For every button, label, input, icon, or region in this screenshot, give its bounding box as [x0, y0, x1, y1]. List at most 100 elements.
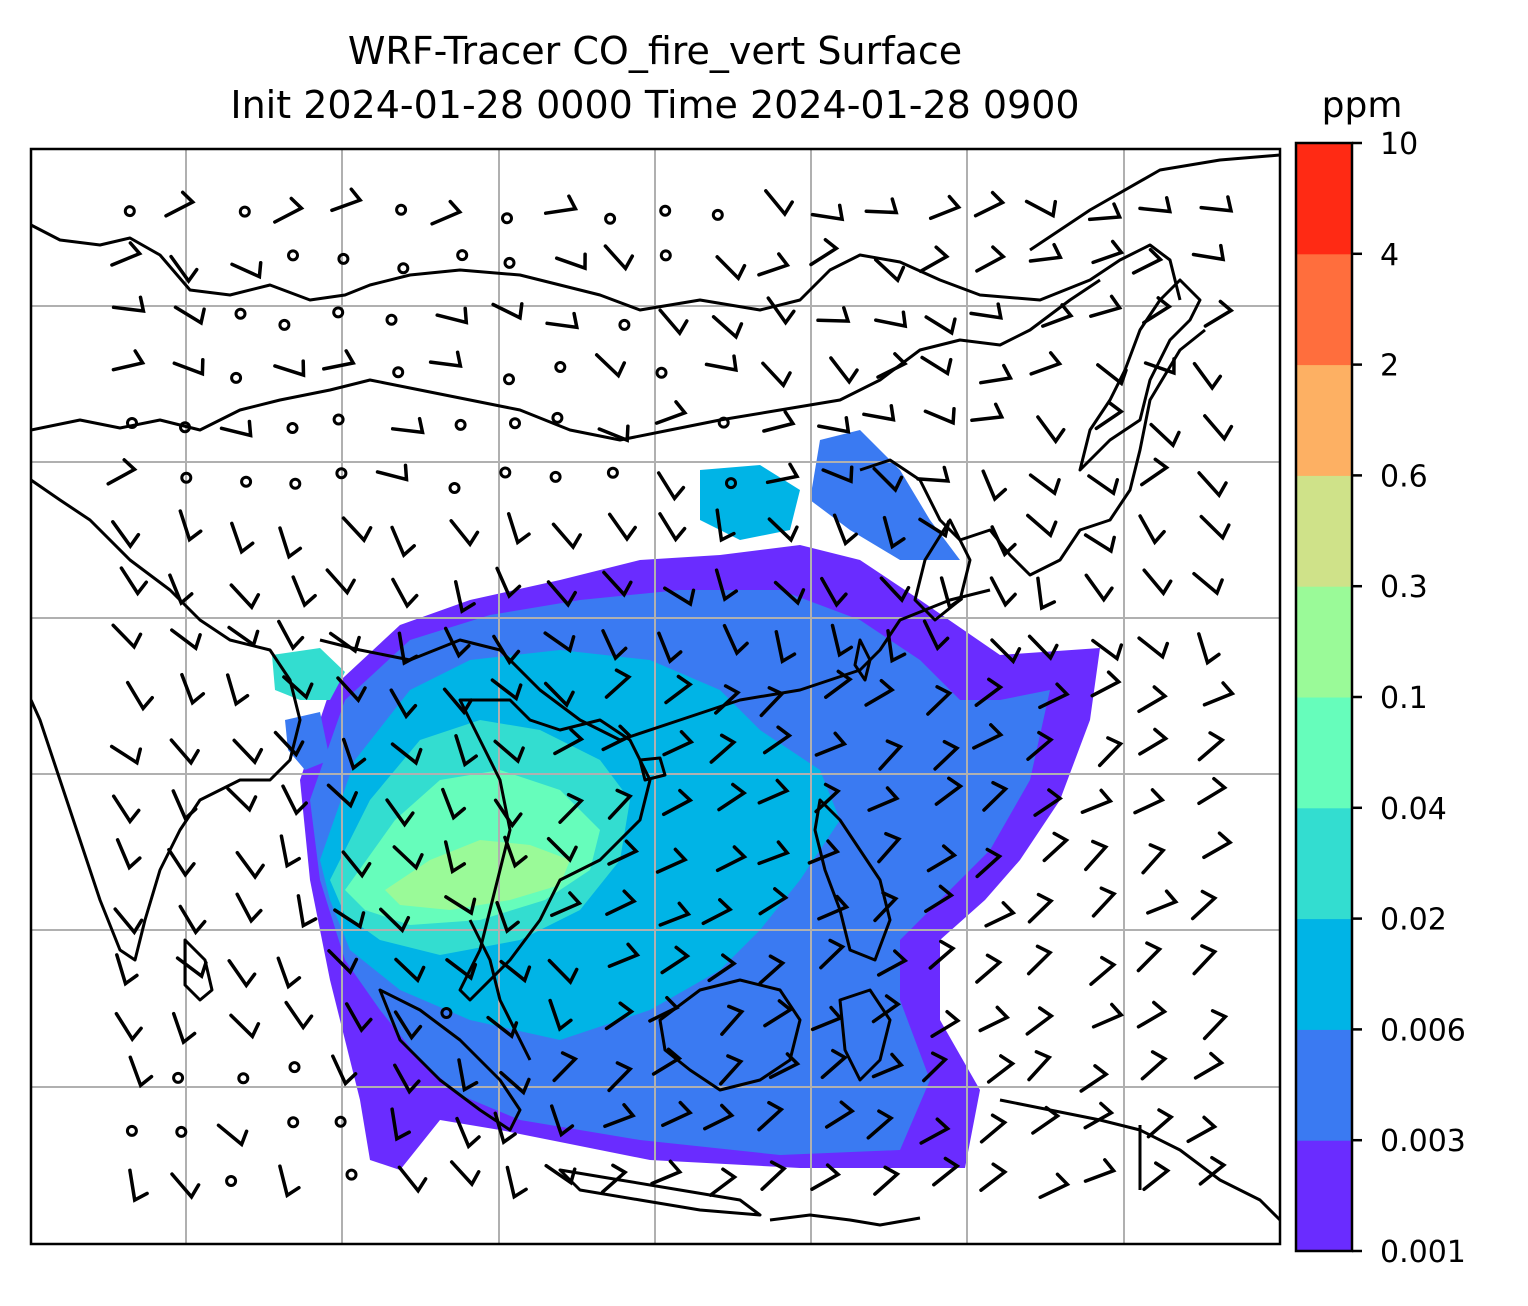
wind-barb — [922, 1051, 949, 1083]
wind-barb — [604, 668, 632, 699]
wind-barb — [979, 1113, 1008, 1144]
wind-barb — [330, 187, 364, 213]
wind-barb — [658, 512, 687, 543]
wind-barb — [928, 939, 956, 970]
field-patch-north-2 — [700, 465, 800, 540]
wind-barb — [928, 194, 962, 221]
wind-barb — [701, 898, 733, 926]
colorbar-unit-label: ppm — [1322, 85, 1403, 126]
wind-barb — [873, 257, 906, 284]
wind-barb — [226, 787, 258, 813]
wind-barb — [981, 469, 1008, 502]
wind-barb — [232, 738, 264, 766]
wind-barb — [277, 619, 305, 651]
wind-barb — [934, 776, 964, 806]
wind-barb — [278, 1164, 301, 1199]
wind-barb — [867, 786, 900, 812]
wind-barb — [1091, 239, 1125, 265]
wind-barb-calm — [180, 471, 193, 484]
wind-barb — [1036, 415, 1066, 445]
coastline-india — [31, 478, 302, 962]
wind-barb — [602, 570, 633, 598]
wind-barb — [720, 1004, 745, 1036]
wind-barb — [442, 687, 473, 716]
wind-barb — [493, 739, 525, 764]
wind-barb — [975, 847, 1003, 879]
wind-barb — [390, 525, 416, 559]
wind-barb — [600, 1163, 628, 1194]
wind-barb — [864, 678, 895, 707]
wind-barb — [768, 1052, 801, 1080]
wind-barb — [762, 410, 796, 433]
wind-barb — [128, 1168, 149, 1203]
wind-barb — [167, 847, 196, 878]
wind-barb-calm — [509, 417, 521, 430]
wind-barb — [1033, 788, 1064, 817]
wind-barb-calm — [659, 204, 672, 217]
wind-barb — [1199, 195, 1234, 213]
wind-barb — [707, 953, 738, 983]
wind-barb — [918, 517, 951, 539]
wind-barb — [1137, 636, 1170, 660]
coastline-lesser-sunda — [769, 1213, 921, 1227]
wind-barb-calm — [179, 421, 191, 434]
wind-barb — [758, 887, 789, 916]
wind-barb — [553, 727, 585, 756]
wind-barb — [1094, 401, 1125, 431]
wind-barb — [1143, 357, 1176, 376]
wind-barb — [503, 835, 528, 869]
wind-barb — [171, 1011, 197, 1045]
wind-barb — [1028, 242, 1063, 263]
wind-barb — [1091, 1002, 1125, 1029]
wind-barb — [216, 1123, 249, 1148]
wind-barb — [1090, 670, 1122, 698]
wind-barb — [379, 907, 411, 934]
coastline-new-guinea — [999, 1098, 1280, 1222]
wind-barb-calm — [655, 366, 668, 379]
wind-barb — [284, 1000, 314, 1031]
wind-barb — [816, 306, 851, 323]
wind-barb — [757, 252, 791, 277]
wind-barb — [829, 356, 859, 385]
wind-barb — [810, 1163, 842, 1191]
wind-barb — [449, 519, 480, 548]
wind-barb — [543, 631, 576, 654]
wind-barb — [873, 891, 899, 923]
wind-barb — [757, 1100, 785, 1132]
wind-barb — [1031, 1105, 1061, 1135]
wind-barb — [336, 676, 367, 704]
wind-barb — [491, 302, 524, 321]
wind-barb — [389, 688, 418, 720]
wind-barb — [169, 738, 200, 766]
wind-barb — [654, 400, 688, 425]
wind-barb — [1142, 568, 1173, 597]
wind-barb — [810, 1005, 844, 1032]
wind-barb — [601, 724, 634, 752]
wind-barb-calm — [234, 307, 247, 320]
wind-barb-calm — [549, 470, 562, 483]
wind-barb — [990, 638, 1022, 665]
wind-barb-calm — [503, 373, 515, 386]
wind-barb — [110, 241, 143, 267]
colorbar-tick-label: 0.003 — [1380, 1124, 1466, 1159]
colorbar-ticks: 0.001 0.003 0.006 0.02 0.04 0.1 0.3 0.6 2 4 10 — [1352, 127, 1466, 1270]
wind-barb — [546, 580, 577, 608]
wind-barb — [552, 1051, 579, 1083]
wind-barb — [1042, 831, 1070, 863]
wind-barb — [821, 465, 854, 484]
wind-barb — [180, 672, 206, 706]
wind-barb — [490, 678, 523, 702]
wind-barb — [882, 515, 906, 550]
wind-barb — [1197, 776, 1228, 806]
colorbar-band-1 — [1296, 1029, 1352, 1141]
wind-barb — [926, 685, 953, 716]
wind-barb-calm — [385, 313, 398, 326]
wind-barb — [178, 904, 207, 936]
wind-barb — [648, 995, 680, 1023]
wind-barb-calm — [225, 1175, 238, 1187]
wind-barb — [227, 959, 257, 989]
wind-barb — [1192, 361, 1223, 391]
wind-barb — [328, 631, 361, 654]
wind-barb — [1197, 632, 1221, 666]
wind-barb — [1197, 731, 1226, 762]
